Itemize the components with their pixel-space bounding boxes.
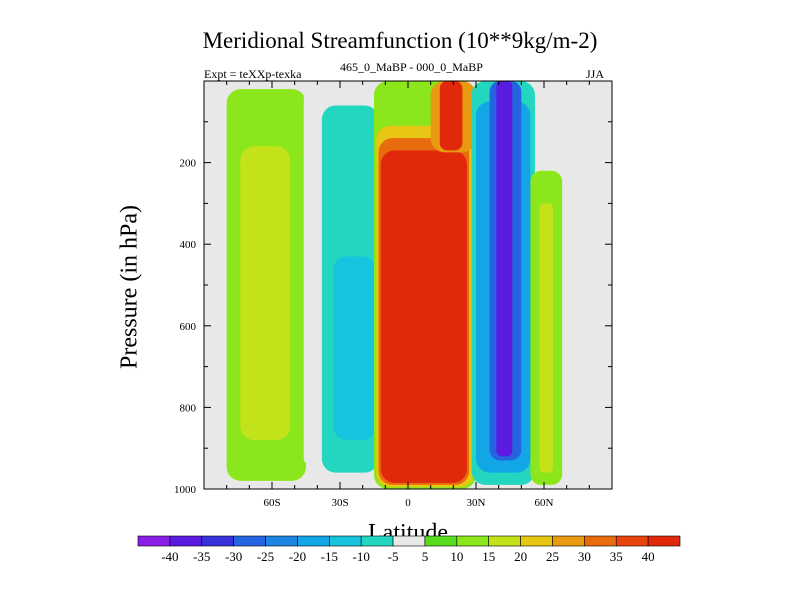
contour-region-16 bbox=[539, 203, 554, 473]
colorbar-label: 35 bbox=[610, 549, 623, 564]
colorbar-label: 30 bbox=[578, 549, 591, 564]
y-tick-label: 600 bbox=[180, 321, 197, 333]
colorbar-label: -30 bbox=[225, 549, 242, 564]
x-tick-label: 30N bbox=[467, 497, 486, 509]
season-label: JJA bbox=[586, 67, 605, 81]
x-tick-label: 30S bbox=[331, 497, 348, 509]
colorbar-swatch bbox=[169, 535, 203, 547]
colorbar-swatch bbox=[233, 535, 266, 547]
colorbar-swatch bbox=[424, 535, 458, 547]
colorbar-label: 40 bbox=[642, 549, 655, 564]
colorbar-label: -10 bbox=[353, 549, 370, 564]
colorbar-swatch bbox=[137, 535, 171, 547]
colorbar-swatch bbox=[392, 535, 426, 547]
colorbar-swatch bbox=[328, 535, 362, 547]
colorbar-swatch bbox=[552, 535, 585, 547]
colorbar-swatch bbox=[520, 535, 553, 547]
colorbar-swatch bbox=[615, 535, 649, 547]
y-tick-label: 400 bbox=[180, 239, 197, 251]
colorbar-label: -20 bbox=[289, 549, 306, 564]
colorbar-label: -40 bbox=[161, 549, 178, 564]
x-tick-label: 0 bbox=[405, 497, 411, 509]
y-tick-label: 200 bbox=[180, 158, 197, 170]
contour-region-4 bbox=[333, 256, 377, 441]
colorbar: -40 -35 -30 -25 -20 -15 -10 -5 5 10 15 20 25 30 35 40 bbox=[137, 535, 681, 564]
colorbar-swatch bbox=[488, 535, 521, 547]
contour-region-14 bbox=[496, 81, 513, 457]
experiment-label: Expt = teXXp-texka bbox=[204, 67, 302, 81]
x-tick-label: 60S bbox=[263, 497, 280, 509]
colorbar-label: 5 bbox=[422, 549, 429, 564]
y-tick-label: 800 bbox=[180, 402, 197, 414]
colorbar-label: -5 bbox=[388, 549, 399, 564]
x-tick-label: 60N bbox=[535, 497, 554, 509]
colorbar-label: 15 bbox=[482, 549, 495, 564]
colorbar-swatch bbox=[265, 535, 298, 547]
y-tick-label: 1000 bbox=[174, 484, 197, 496]
colorbar-label: -35 bbox=[193, 549, 210, 564]
colorbar-swatch bbox=[297, 535, 330, 547]
colorbar-swatch bbox=[201, 535, 234, 547]
colorbar-label: 10 bbox=[450, 549, 463, 564]
chart-title: Meridional Streamfunction (10**9kg/m-2) bbox=[202, 28, 598, 53]
axes-layer: 60S 30S 0 30N 60N 200 400 600 800 1000 bbox=[174, 81, 612, 509]
contour-region-2 bbox=[303, 93, 322, 465]
colorbar-swatch bbox=[456, 535, 490, 547]
colorbar-label: 20 bbox=[514, 549, 527, 564]
contour-region-8 bbox=[380, 150, 467, 483]
contour-region-10 bbox=[439, 81, 463, 151]
colorbar-label: 25 bbox=[546, 549, 559, 564]
period-label: 465_0_MaBP - 000_0_MaBP bbox=[340, 60, 483, 74]
colorbar-swatch bbox=[647, 535, 681, 547]
colorbar-swatch bbox=[360, 535, 394, 547]
colorbar-swatch bbox=[584, 535, 617, 547]
contour-region-1 bbox=[240, 146, 291, 441]
colorbar-label: -15 bbox=[321, 549, 338, 564]
contour-fill-layer bbox=[226, 81, 563, 489]
colorbar-label: -25 bbox=[257, 549, 274, 564]
